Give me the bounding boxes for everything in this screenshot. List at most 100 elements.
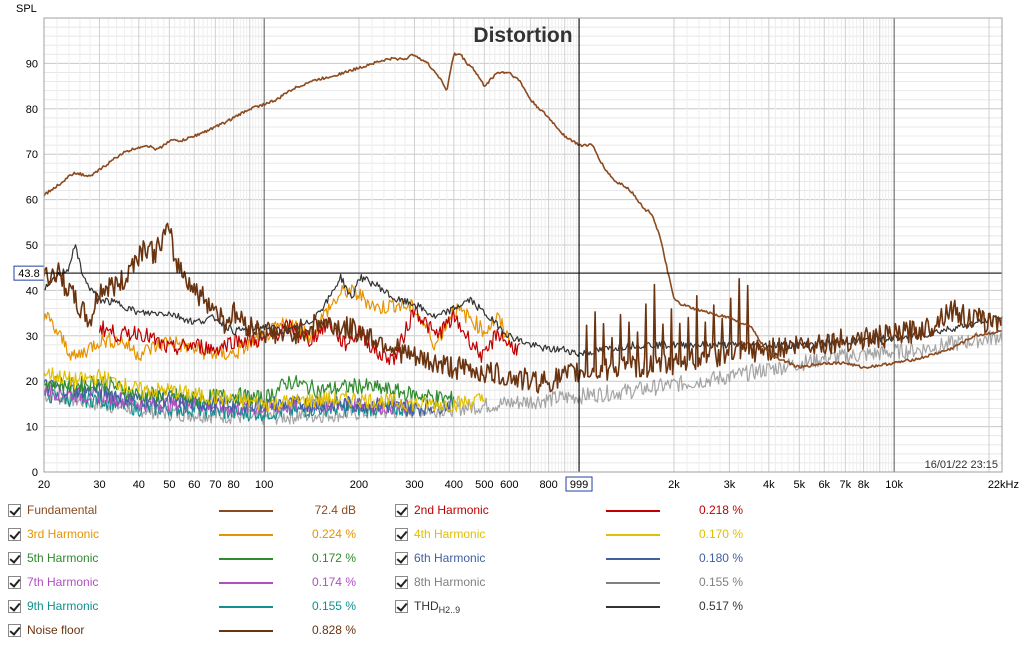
x-tick-label: 60 <box>188 479 200 491</box>
legend-item-4th-harmonic: 4th Harmonic 0.170 % <box>395 527 765 547</box>
distortion-chart: 43.8 999 0 10 20 30 40 50 60 70 80 90 20 30 40 50 60 70… <box>13 3 1019 492</box>
legend-checkbox-2nd-harmonic[interactable] <box>395 504 408 517</box>
legend-checkbox-4th-harmonic[interactable] <box>395 528 408 541</box>
timestamp: 16/01/22 23:15 <box>925 459 998 471</box>
legend-swatch <box>219 510 273 512</box>
legend-checkbox-fundamental[interactable] <box>8 504 21 517</box>
legend-swatch <box>219 630 273 632</box>
legend-item-7th-harmonic: 7th Harmonic 0.174 % <box>8 575 378 595</box>
x-tick-label: 7k <box>840 479 852 491</box>
legend-checkbox-9th-harmonic[interactable] <box>8 600 21 613</box>
legend-checkbox-thd[interactable] <box>395 600 408 613</box>
legend-value: 0.180 % <box>698 551 743 565</box>
legend-swatch <box>606 534 660 536</box>
legend-label: 3rd Harmonic <box>27 527 100 541</box>
x-tick-label: 3k <box>724 479 736 491</box>
legend-label: 2nd Harmonic <box>414 503 489 517</box>
x-tick-label: 100 <box>255 479 273 491</box>
series-line-3rd-harmonic <box>43 284 510 362</box>
legend-item-9th-harmonic: 9th Harmonic 0.155 % <box>8 599 378 619</box>
x-tick-label: 400 <box>445 479 463 491</box>
legend-swatch <box>219 534 273 536</box>
legend-item-2nd-harmonic: 2nd Harmonic 0.218 % <box>395 503 765 523</box>
cursor-crosshair[interactable]: 43.8 999 <box>13 18 1002 492</box>
x-tick-label: 6k <box>818 479 830 491</box>
series-line-5th-harmonic <box>43 375 455 407</box>
legend-value: 0.155 % <box>311 599 356 613</box>
y-tick-label: 50 <box>26 240 38 252</box>
series-line-fundamental <box>43 52 1003 369</box>
cursor-y-label: 43.8 <box>18 268 39 280</box>
series-line-noise-floor <box>43 222 1003 394</box>
legend-checkbox-3rd-harmonic[interactable] <box>8 528 21 541</box>
legend-swatch <box>219 606 273 608</box>
x-tick-label: 500 <box>475 479 493 491</box>
legend-item-fundamental: Fundamental 72.4 dB <box>8 503 378 523</box>
x-tick-label: 2k <box>668 479 680 491</box>
legend-label: 9th Harmonic <box>27 599 99 613</box>
legend-value: 0.218 % <box>698 503 743 517</box>
y-tick-label: 0 <box>32 467 38 479</box>
chart-title: Distortion <box>473 24 572 47</box>
legend-value: 0.828 % <box>311 623 356 637</box>
legend: Fundamental 72.4 dB 2nd Harmonic 0.218 % 3rd… <box>0 498 1024 645</box>
x-tick-label: 8k <box>858 479 870 491</box>
y-tick-label: 60 <box>26 195 38 207</box>
x-tick-label: 4k <box>763 479 775 491</box>
legend-swatch <box>219 582 273 584</box>
x-tick-label: 300 <box>405 479 423 491</box>
series-line-4th-harmonic <box>43 367 485 413</box>
legend-checkbox-8th-harmonic[interactable] <box>395 576 408 589</box>
legend-checkbox-7th-harmonic[interactable] <box>8 576 21 589</box>
legend-swatch <box>219 558 273 560</box>
x-tick-label: 40 <box>133 479 145 491</box>
legend-item-8th-harmonic: 8th Harmonic 0.155 % <box>395 575 765 595</box>
y-tick-label: 80 <box>26 104 38 116</box>
x-tick-label: 5k <box>794 479 806 491</box>
legend-value: 0.155 % <box>698 575 743 589</box>
series-line-7th-harmonic <box>43 383 416 416</box>
legend-label: 6th Harmonic <box>414 551 486 565</box>
x-tick-label: 50 <box>163 479 175 491</box>
legend-value: 72.4 dB <box>314 503 356 517</box>
series-lines <box>43 52 1003 425</box>
x-tick-label: 70 <box>209 479 221 491</box>
x-tick-label: 10k <box>885 479 903 491</box>
legend-checkbox-6th-harmonic[interactable] <box>395 552 408 565</box>
legend-value: 0.172 % <box>311 551 356 565</box>
legend-swatch <box>606 606 660 608</box>
series-line-8th-harmonic <box>43 330 1003 425</box>
x-tick-label: 20 <box>38 479 50 491</box>
y-tick-label: 30 <box>26 331 38 343</box>
legend-label: 4th Harmonic <box>414 527 486 541</box>
legend-checkbox-5th-harmonic[interactable] <box>8 552 21 565</box>
y-tick-label: 90 <box>26 58 38 70</box>
legend-item-3rd-harmonic: 3rd Harmonic 0.224 % <box>8 527 378 547</box>
legend-label: 8th Harmonic <box>414 575 486 589</box>
legend-label: Noise floor <box>27 623 85 637</box>
y-tick-label: 70 <box>26 149 38 161</box>
legend-item-5th-harmonic: 5th Harmonic 0.172 % <box>8 551 378 571</box>
legend-label-subscript: H2..9 <box>438 605 461 615</box>
x-tick-label: 200 <box>350 479 368 491</box>
legend-swatch <box>606 510 660 512</box>
plot-frame <box>43 17 1003 473</box>
series-line-2nd-harmonic <box>98 306 521 366</box>
legend-swatch <box>606 558 660 560</box>
legend-value: 0.517 % <box>698 599 743 613</box>
legend-checkbox-noise-floor[interactable] <box>8 624 21 637</box>
legend-label: THDH2..9 <box>414 599 461 615</box>
legend-item-thd: THDH2..9 0.517 % <box>395 599 765 619</box>
legend-label: 5th Harmonic <box>27 551 99 565</box>
y-axis-label: SPL <box>16 3 37 15</box>
cursor-x-box <box>565 476 593 492</box>
y-tick-label: 20 <box>26 376 38 388</box>
legend-value: 0.174 % <box>311 575 356 589</box>
legend-label: Fundamental <box>27 503 98 517</box>
x-tick-label: 800 <box>539 479 557 491</box>
cursor-x-label: 999 <box>570 479 588 491</box>
y-tick-label: 40 <box>26 285 38 297</box>
y-tick-label: 10 <box>26 422 38 434</box>
x-tick-label: 30 <box>93 479 105 491</box>
legend-value: 0.224 % <box>311 527 356 541</box>
